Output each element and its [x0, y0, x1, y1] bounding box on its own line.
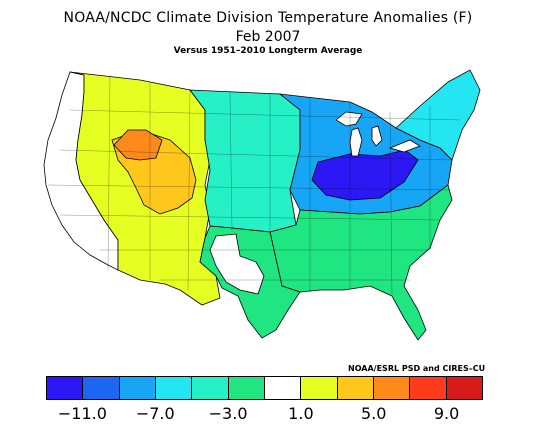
- credit-label: NOAA/ESRL PSD and CIRES–CU: [348, 364, 486, 373]
- legend-tick-label: −3.0: [208, 404, 248, 423]
- legend-tick-label: 1.0: [288, 404, 314, 423]
- map-title: NOAA/NCDC Climate Division Temperature A…: [63, 10, 473, 26]
- legend-tick-label: 9.0: [433, 404, 460, 423]
- legend-swatch: [83, 377, 120, 399]
- legend-tick-label: −11.0: [57, 404, 107, 423]
- legend-swatch: [228, 377, 265, 399]
- legend-swatch: [301, 377, 338, 399]
- legend-swatch: [155, 377, 193, 399]
- region-ohio-valley: [311, 149, 419, 201]
- legend-tick-label: −7.0: [135, 404, 175, 423]
- legend-swatch: [446, 377, 482, 399]
- legend-tick-label: 5.0: [361, 404, 387, 423]
- map-date: Feb 2007: [235, 29, 301, 45]
- legend-swatch: [192, 377, 229, 399]
- region-west-texas: [209, 233, 265, 295]
- legend-swatch: [47, 377, 84, 399]
- legend-swatch: [410, 377, 447, 399]
- legend-swatch: [119, 377, 156, 399]
- map-subtitle: Versus 1951–2010 Longterm Average: [173, 46, 363, 56]
- region-northeast: [395, 69, 481, 161]
- legend-swatch: [373, 377, 411, 399]
- division-grid: [47, 74, 461, 297]
- legend-swatch: [337, 377, 374, 399]
- color-legend-bar: [46, 376, 483, 400]
- great-lakes: [335, 111, 421, 157]
- legend-swatch: [264, 377, 302, 399]
